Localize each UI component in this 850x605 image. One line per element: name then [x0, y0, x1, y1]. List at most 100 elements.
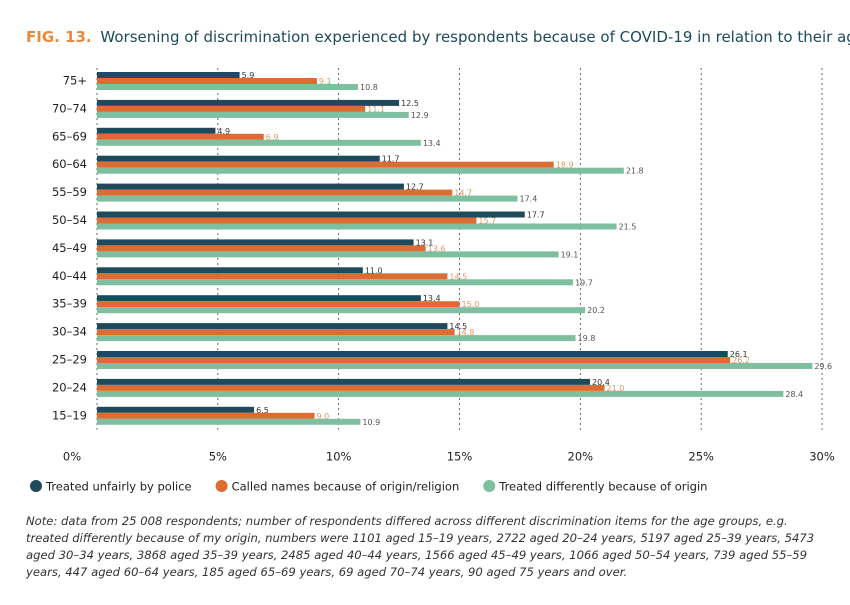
bar — [97, 412, 315, 419]
y-tick-label: 20–24 — [52, 380, 87, 394]
legend-label: Treated differently because of origin — [498, 480, 707, 494]
value-label: 26.2 — [732, 356, 750, 365]
bar — [97, 105, 366, 112]
bar — [97, 384, 605, 391]
x-tick-label: 10% — [326, 450, 352, 464]
y-tick-label: 30–34 — [52, 325, 87, 339]
x-tick-label: 5% — [209, 450, 227, 464]
bar — [97, 161, 554, 168]
value-label: 11.1 — [367, 105, 385, 114]
value-label: 12.5 — [401, 99, 419, 108]
bar — [97, 335, 576, 342]
bar — [97, 245, 426, 252]
value-label: 17.4 — [520, 195, 538, 204]
value-label: 9.1 — [319, 77, 332, 86]
bar — [97, 211, 525, 218]
legend-label: Called names because of origin/religion — [232, 480, 460, 494]
bar — [97, 217, 477, 224]
bar — [97, 78, 317, 84]
bar — [97, 133, 264, 140]
value-label: 15.0 — [462, 300, 480, 309]
bar — [97, 183, 404, 190]
value-label: 11.0 — [365, 266, 383, 275]
value-label: 21.8 — [626, 167, 644, 176]
bar — [97, 273, 448, 280]
value-label: 19.7 — [575, 278, 593, 287]
value-label: 12.7 — [406, 183, 424, 192]
bar — [97, 378, 590, 385]
bar — [97, 323, 448, 330]
y-tick-label: 70–74 — [52, 101, 87, 115]
value-label: 12.9 — [411, 111, 429, 120]
bar — [97, 111, 409, 118]
value-label: 14.5 — [449, 272, 467, 281]
value-label: 15.7 — [478, 217, 496, 226]
bar — [97, 267, 363, 274]
legend-label: Treated unfairly by police — [45, 480, 192, 494]
note: Note: data from 25 008 respondents; numb… — [26, 514, 815, 579]
x-tick-label: 15% — [447, 450, 473, 464]
value-label: 9.0 — [317, 412, 330, 421]
x-tick-label: 30% — [809, 450, 835, 464]
value-label: 10.9 — [362, 418, 380, 427]
value-label: 4.9 — [217, 127, 230, 136]
y-tick-label: 60–64 — [52, 157, 87, 171]
y-tick-label: 15–19 — [52, 408, 87, 422]
bar — [97, 351, 728, 357]
x-tick-label: 0% — [63, 450, 81, 464]
bar — [97, 239, 414, 246]
value-label: 21.5 — [619, 223, 637, 232]
value-label: 14.7 — [454, 189, 472, 198]
bar — [97, 167, 624, 174]
value-label: 6.9 — [266, 133, 279, 142]
bar — [97, 390, 784, 397]
bar — [97, 363, 813, 369]
bar — [97, 295, 421, 302]
y-tick-label: 35–39 — [52, 297, 87, 311]
bar — [97, 84, 358, 90]
value-label: 18.9 — [556, 161, 574, 170]
value-label: 14.5 — [449, 322, 467, 331]
bar — [97, 139, 421, 146]
chart-title: FIG. 13. Worsening of discrimination exp… — [26, 28, 850, 46]
legend-marker — [215, 480, 228, 492]
bar — [97, 357, 731, 363]
bar — [97, 195, 518, 202]
value-label: 13.1 — [416, 238, 434, 247]
value-label: 13.6 — [428, 244, 446, 253]
legend-marker — [483, 480, 496, 492]
bar — [97, 127, 216, 134]
value-label: 13.4 — [423, 294, 441, 303]
bar — [97, 418, 361, 425]
y-tick-label: 65–69 — [52, 129, 87, 143]
bar — [97, 251, 559, 258]
y-tick-label: 25–29 — [52, 353, 87, 367]
value-label: 17.7 — [527, 211, 545, 220]
y-tick-label: 75+ — [63, 74, 87, 88]
figure-label: FIG. 13. — [26, 28, 92, 46]
value-label: 28.4 — [785, 390, 803, 399]
value-label: 29.6 — [814, 362, 832, 371]
value-label: 11.7 — [382, 155, 400, 164]
value-label: 6.5 — [256, 406, 269, 415]
value-label: 19.8 — [578, 334, 596, 343]
value-label: 14.8 — [457, 328, 475, 337]
bar — [97, 279, 574, 286]
bar — [97, 189, 453, 196]
value-label: 26.1 — [730, 350, 748, 359]
bar — [97, 301, 460, 308]
bar — [97, 72, 240, 78]
value-label: 20.2 — [587, 306, 605, 315]
y-tick-label: 40–44 — [52, 269, 87, 283]
bar — [97, 307, 586, 314]
legend-marker — [30, 480, 42, 492]
y-tick-label: 50–54 — [52, 213, 87, 227]
bar — [97, 329, 455, 336]
bar — [97, 406, 255, 413]
y-tick-label: 45–49 — [52, 241, 87, 255]
value-label: 13.4 — [423, 139, 441, 148]
y-tick-label: 55–59 — [52, 185, 87, 199]
bar — [97, 223, 617, 230]
value-label: 20.4 — [592, 378, 610, 387]
